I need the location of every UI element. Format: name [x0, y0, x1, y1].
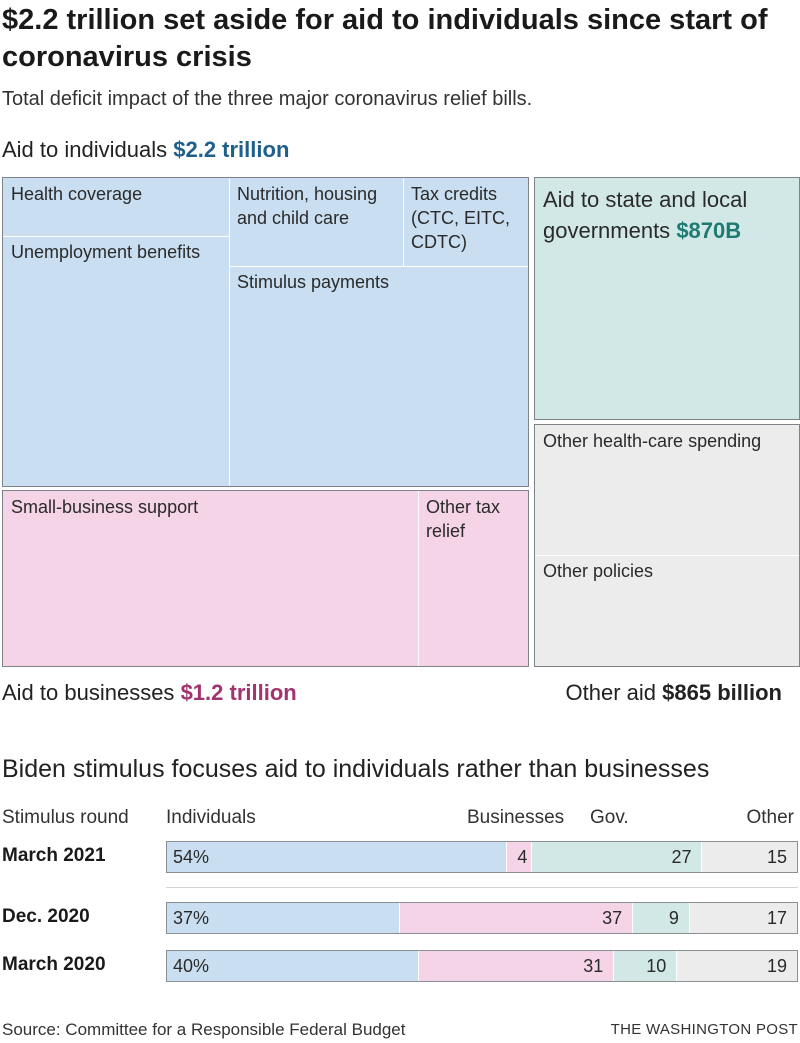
individuals-group-label: Aid to individuals $2.2 trillion: [2, 137, 289, 163]
header-gov: Gov.: [590, 807, 629, 828]
bar-segment-businesses: 4: [507, 842, 533, 872]
government-label: Aid to state and local governments: [543, 187, 748, 243]
bar-segment-other: 17: [689, 903, 797, 933]
treemap-cell-other-policies: Other policies: [535, 555, 799, 666]
row-label-dec-2020: Dec. 2020: [2, 906, 90, 927]
header-stimulus-round: Stimulus round: [2, 807, 129, 828]
bar-segment-gov: 9: [633, 903, 690, 933]
subhead: Total deficit impact of the three major …: [2, 88, 533, 110]
treemap-cell-unemployment-benefits: Unemployment benefits: [3, 236, 229, 486]
row-label-march-2021: March 2021: [2, 845, 106, 866]
stacked-bar-march-2021: 54% 4 27 15: [166, 841, 798, 873]
header-businesses: Businesses: [467, 807, 565, 828]
stacked-bar-march-2020: 40% 31 10 19: [166, 950, 798, 982]
treemap-cell-other-health-care: Other health-care spending: [535, 425, 799, 555]
bar-segment-other: 15: [702, 842, 797, 872]
stacked-bar-dec-2020: 37% 37 9 17: [166, 902, 798, 934]
treemap-cell-state-local-governments: Aid to state and local governments $870B: [535, 178, 799, 419]
other-label: Other aid: [565, 680, 657, 705]
treemap-cell-nutrition-housing: Nutrition, housing and child care: [229, 178, 403, 266]
bar-segment-individuals: 54%: [167, 842, 508, 872]
individuals-label: Aid to individuals: [2, 137, 168, 162]
headline: $2.2 trillion set aside for aid to indiv…: [2, 4, 768, 73]
other-block-outline: [534, 424, 800, 667]
header-individuals: Individuals: [166, 807, 256, 828]
divider: [229, 266, 528, 267]
bar-segment-individuals: 37%: [167, 903, 401, 933]
businesses-label: Aid to businesses: [2, 680, 175, 705]
bar-segment-gov: 27: [532, 842, 703, 872]
businesses-block-outline: [2, 490, 529, 667]
other-group-label: Other aid $865 billion: [566, 680, 782, 706]
government-block-outline: [534, 177, 800, 420]
businesses-group-label: Aid to businesses $1.2 trillion: [2, 680, 297, 706]
treemap-cell-health-coverage: Health coverage: [3, 178, 229, 236]
treemap-cell-other-tax-relief: Other tax relief: [418, 491, 528, 666]
row-separator: [166, 887, 798, 888]
treemap-cell-small-business-support: Small-business support: [3, 491, 418, 666]
header-other: Other: [746, 807, 794, 828]
treemap-cell-tax-credits: Tax credits (CTC, EITC, CDTC): [403, 178, 528, 266]
divider: [403, 178, 404, 266]
businesses-amount: $1.2 trillion: [180, 680, 297, 705]
publisher-credit: THE WASHINGTON POST: [610, 1021, 798, 1038]
individuals-amount: $2.2 trillion: [173, 137, 290, 162]
bar-segment-businesses: 37: [400, 903, 634, 933]
bar-segment-individuals: 40%: [167, 951, 419, 981]
divider: [418, 491, 419, 666]
chart-title: Biden stimulus focuses aid to individual…: [2, 755, 710, 783]
row-label-march-2020: March 2020: [2, 954, 106, 975]
divider: [3, 236, 229, 237]
bar-segment-gov: 10: [614, 951, 678, 981]
government-amount: $870B: [676, 218, 742, 243]
source-note: Source: Committee for a Responsible Fede…: [2, 1020, 406, 1039]
treemap-cell-stimulus-payments: Stimulus payments: [229, 266, 528, 486]
divider: [535, 555, 799, 556]
divider: [229, 178, 230, 486]
bar-segment-other: 19: [677, 951, 797, 981]
individuals-block-outline: [2, 177, 529, 487]
other-amount: $865 billion: [662, 680, 782, 705]
bar-segment-businesses: 31: [419, 951, 615, 981]
